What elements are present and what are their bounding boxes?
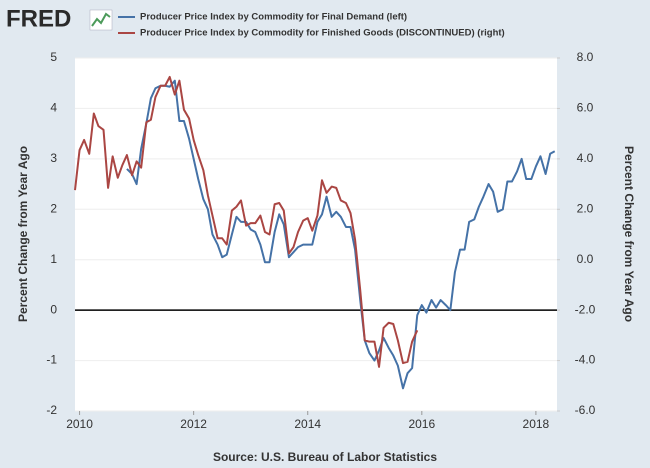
y2-tick-label: -4.0 <box>575 353 596 367</box>
y-tick-label: 3 <box>50 151 57 165</box>
logo-icon <box>89 9 113 31</box>
y-tick-label: 2 <box>50 201 57 215</box>
source: Source: U.S. Bureau of Labor Statistics <box>213 450 437 464</box>
y-tick-label: -2 <box>46 403 57 417</box>
y2-tick-label: 6.0 <box>577 101 594 115</box>
x-tick-label: 2018 <box>523 417 550 431</box>
legend-label: Producer Price Index by Commodity for Fi… <box>140 28 505 39</box>
y2-tick-label: -6.0 <box>575 403 596 417</box>
data-line <box>74 75 419 368</box>
y2-tick-label: -2.0 <box>575 302 596 316</box>
data-line <box>126 79 556 390</box>
y2-tick-label: 4.0 <box>577 151 594 165</box>
logo: FRED <box>6 5 71 32</box>
y-tick-label: 4 <box>50 101 57 115</box>
y-tick-label: 1 <box>50 252 57 266</box>
x-tick-label: 2014 <box>294 417 321 431</box>
y-tick-label: 5 <box>50 50 57 64</box>
y2-axis-title: Percent Change from Year Ago <box>622 146 636 322</box>
legend-label: Producer Price Index by Commodity for Fi… <box>140 12 407 23</box>
x-tick-label: 2012 <box>180 417 207 431</box>
x-tick-label: 2010 <box>66 417 93 431</box>
y-axis-title: Percent Change from Year Ago <box>16 146 30 322</box>
y-tick-label: 0 <box>50 302 57 316</box>
y2-tick-label: 0.0 <box>577 252 594 266</box>
y-tick-label: -1 <box>46 353 57 367</box>
plot-area <box>75 58 557 411</box>
y2-tick-label: 2.0 <box>577 201 594 215</box>
x-tick-label: 2016 <box>408 417 435 431</box>
y2-tick-label: 8.0 <box>577 50 594 64</box>
